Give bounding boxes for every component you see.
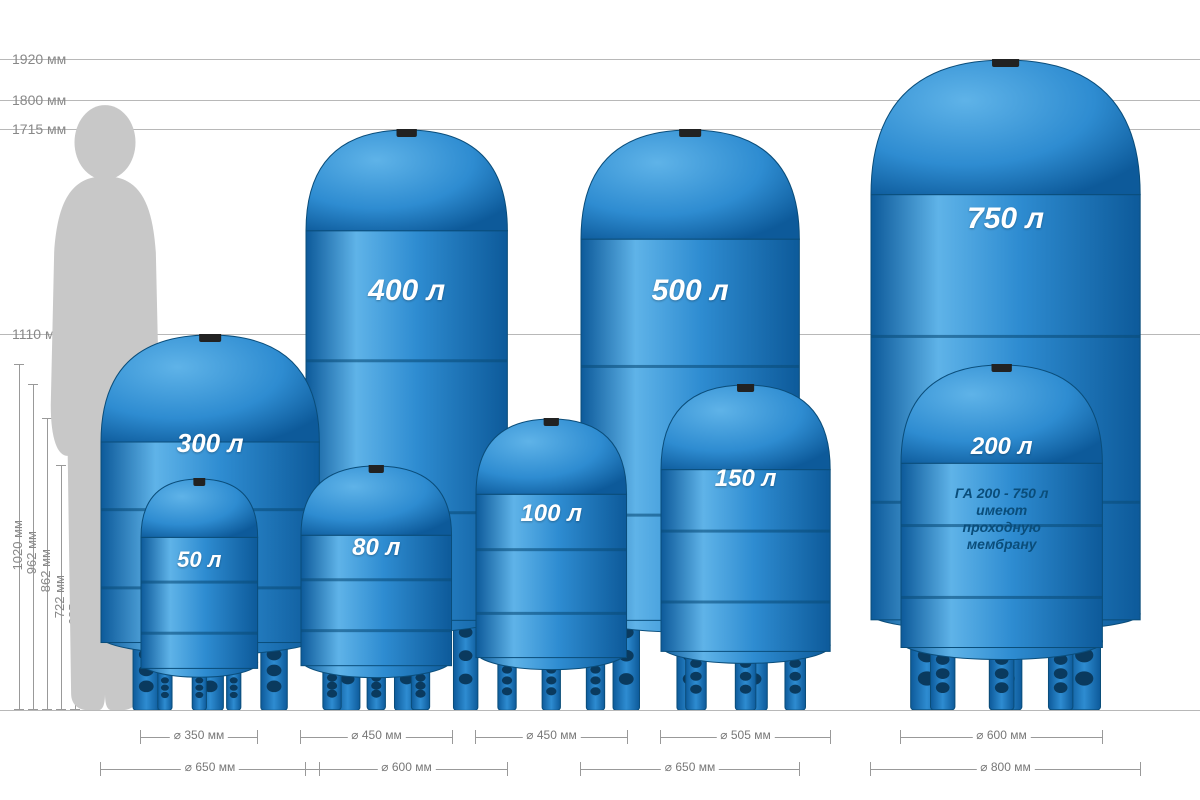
diameter-segment: ⌀ 450 мм bbox=[475, 730, 628, 744]
diameter-label: ⌀ 350 мм bbox=[170, 728, 228, 742]
tank-volume-label: 200 л bbox=[900, 433, 1103, 461]
diameter-label: ⌀ 650 мм bbox=[661, 760, 719, 774]
tank-volume-label: 400 л bbox=[305, 274, 508, 308]
tank-volume-label: 750 л bbox=[870, 202, 1141, 236]
baseline bbox=[0, 710, 1200, 711]
diameter-label: ⌀ 600 мм bbox=[972, 728, 1030, 742]
diameter-row: ⌀ 350 мм ⌀ 450 мм ⌀ 450 мм ⌀ 505 мм ⌀ 600 мм bbox=[0, 730, 1200, 750]
diameter-segment: ⌀ 650 мм bbox=[100, 762, 320, 776]
diameter-segment: ⌀ 800 мм bbox=[870, 762, 1141, 776]
diameter-label: ⌀ 800 мм bbox=[976, 760, 1034, 774]
tank-volume-label: 50 л bbox=[140, 547, 259, 573]
diameter-segment: ⌀ 650 мм bbox=[580, 762, 800, 776]
diameter-segment: ⌀ 600 мм bbox=[900, 730, 1103, 744]
diameter-label: ⌀ 450 мм bbox=[347, 728, 405, 742]
tank-t100: 100 л bbox=[475, 418, 628, 710]
tank-volume-label: 80 л bbox=[300, 534, 453, 562]
tank-t200: 200 л ГА 200 - 750 лимеютпроходнуюмембран… bbox=[900, 364, 1103, 710]
diameter-label: ⌀ 505 мм bbox=[716, 728, 774, 742]
tank-t150: 150 л bbox=[660, 384, 831, 710]
tank-note: ГА 200 - 750 лимеютпроходнуюмембрану bbox=[900, 485, 1103, 552]
diameter-label: ⌀ 650 мм bbox=[181, 760, 239, 774]
height-label: 1920 мм bbox=[12, 51, 66, 67]
diameter-segment: ⌀ 350 мм bbox=[140, 730, 258, 744]
diameter-segment: ⌀ 450 мм bbox=[300, 730, 453, 744]
diameter-segment: ⌀ 600 мм bbox=[305, 762, 508, 776]
diameter-segment: ⌀ 505 мм bbox=[660, 730, 831, 744]
tank-t80: 80 л bbox=[300, 465, 453, 710]
tank-t50: 50 л bbox=[140, 478, 259, 710]
tank-volume-label: 100 л bbox=[475, 500, 628, 528]
tank-volume-label: 300 л bbox=[100, 428, 320, 459]
diameter-label: ⌀ 450 мм bbox=[522, 728, 580, 742]
diameter-row: ⌀ 650 мм ⌀ 600 мм ⌀ 650 мм ⌀ 800 мм bbox=[0, 762, 1200, 782]
tank-volume-label: 500 л bbox=[580, 274, 800, 308]
diameter-label: ⌀ 600 мм bbox=[377, 760, 435, 774]
tank-volume-label: 150 л bbox=[660, 465, 831, 493]
diagram-stage: 1920 мм1800 мм1715 мм1110 мм1020 мм962 м… bbox=[0, 0, 1200, 800]
